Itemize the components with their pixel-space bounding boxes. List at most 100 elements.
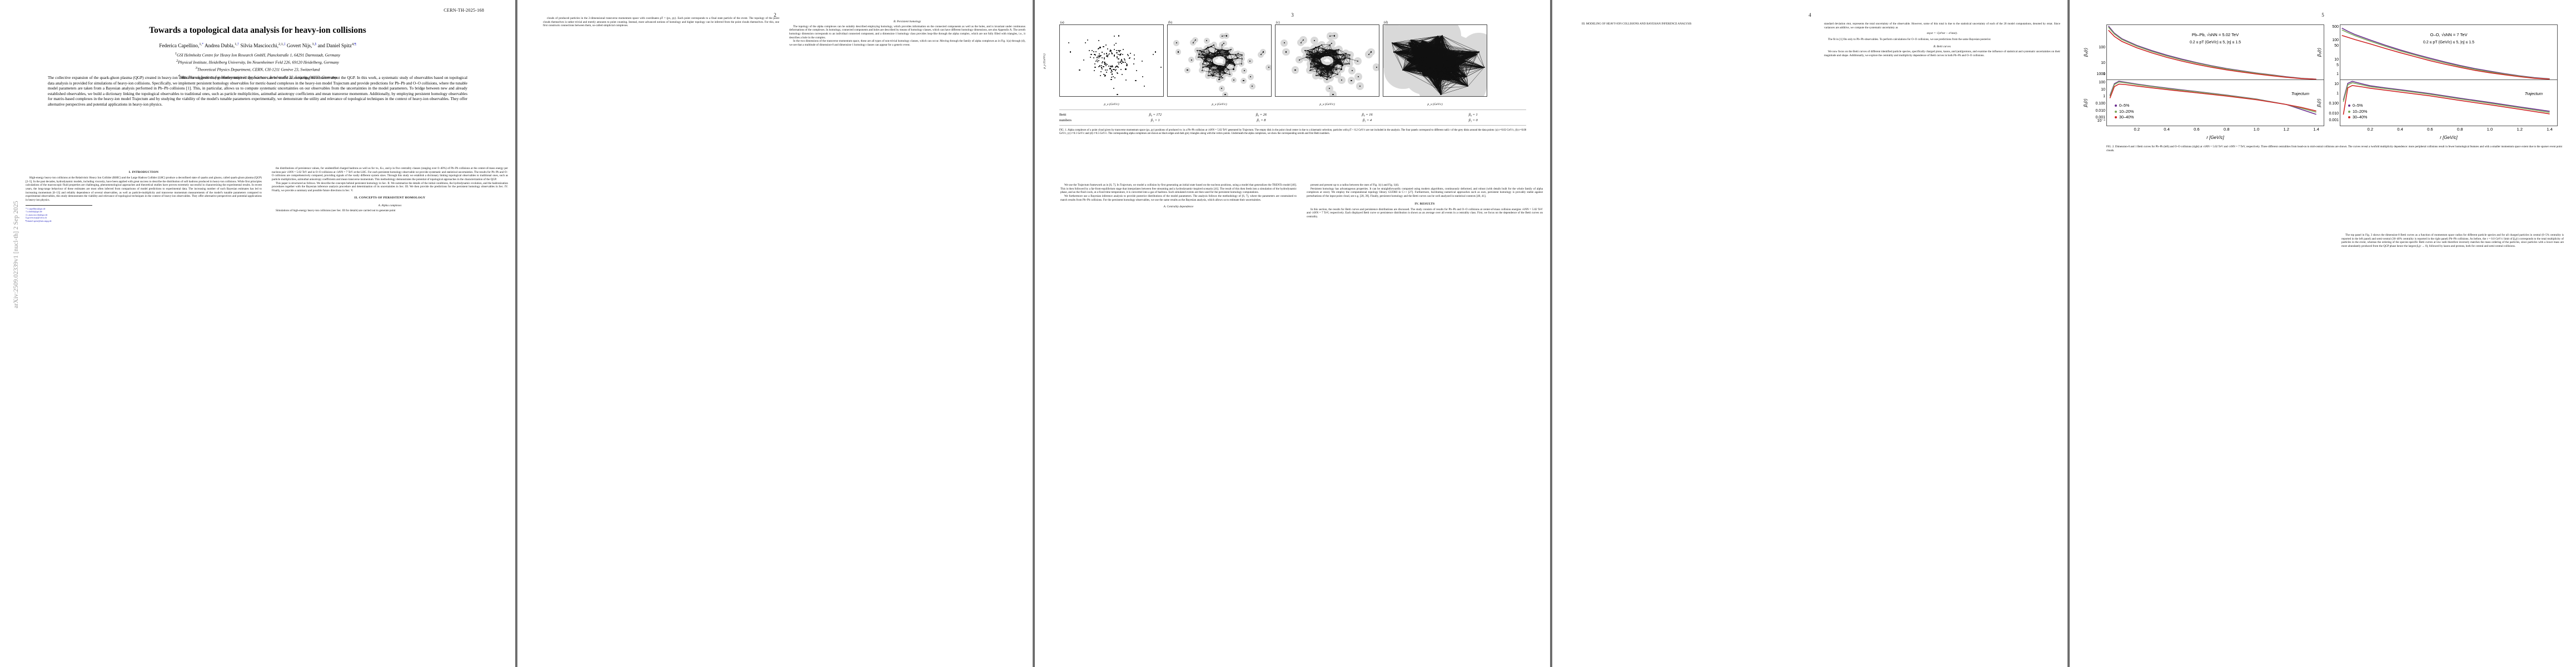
data-point xyxy=(1206,57,1208,59)
data-point xyxy=(1123,62,1124,63)
data-point xyxy=(1227,51,1228,53)
data-point xyxy=(1230,54,1232,56)
data-point xyxy=(1349,54,1351,56)
data-point xyxy=(1305,57,1307,58)
data-point xyxy=(1099,54,1100,57)
data-point xyxy=(1318,73,1320,75)
data-point xyxy=(1262,51,1264,53)
data-point xyxy=(1341,63,1343,65)
data-point xyxy=(1230,62,1232,63)
data-point xyxy=(1240,63,1242,64)
data-point xyxy=(1217,68,1219,69)
data-point xyxy=(1322,69,1324,71)
data-point xyxy=(1122,62,1124,63)
data-point xyxy=(1207,75,1209,77)
data-point xyxy=(1317,68,1318,69)
data-point xyxy=(1313,61,1314,62)
data-point xyxy=(1095,54,1097,56)
data-point xyxy=(1196,49,1198,51)
footnote-rule xyxy=(26,205,92,206)
affiliations: 1GSI Helmholtz Centre for Heavy Ion Rese… xyxy=(175,52,341,80)
data-point xyxy=(1222,77,1223,79)
data-point xyxy=(1227,50,1229,52)
data-point xyxy=(1125,68,1127,70)
data-point xyxy=(1202,63,1203,65)
data-point xyxy=(1213,63,1215,65)
paragraph: We now focus on the Betti curves of diff… xyxy=(1824,49,2060,57)
data-point xyxy=(1209,62,1210,64)
data-point xyxy=(1107,48,1108,49)
data-point xyxy=(1221,68,1223,70)
x-tick-label: 0.6 xyxy=(2427,127,2433,132)
data-point xyxy=(1221,88,1223,89)
data-point xyxy=(1312,59,1313,61)
data-point xyxy=(1227,61,1229,63)
data-point xyxy=(1225,67,1227,68)
data-point xyxy=(1325,68,1327,69)
data-point xyxy=(1116,52,1118,54)
data-point xyxy=(1095,61,1097,62)
data-point xyxy=(1113,54,1115,56)
y-tick-label: 10 xyxy=(2334,57,2339,62)
data-point xyxy=(1260,54,1262,56)
subsection-heading-betti-curves: B. Betti curves xyxy=(1933,45,1951,49)
data-point xyxy=(1103,46,1105,48)
data-point xyxy=(1106,56,1108,57)
data-point xyxy=(1190,59,1192,61)
chart-o-o-beta1-panel: Trajectum β₁(r) 0–5% 10–20% 30–40% 10 1 0.… xyxy=(2316,79,2558,132)
data-point xyxy=(1108,65,1110,67)
data-point xyxy=(1311,54,1312,56)
data-point xyxy=(1309,63,1311,65)
data-point xyxy=(1223,70,1224,72)
y-axis-label-beta1: β₁(r) xyxy=(2316,98,2322,107)
data-point xyxy=(1241,58,1243,59)
column-right-page5: The top panel in Fig. 3 shows the dimens… xyxy=(2341,233,2564,248)
data-point xyxy=(1099,75,1101,77)
figure-1-panel-c: (c) -101 p_x (GeV/c) xyxy=(1275,21,1379,106)
author-list: Federica Capellino,1,* Andrea Dubla,1,† … xyxy=(159,42,356,49)
data-point xyxy=(1105,64,1107,66)
data-point xyxy=(1219,69,1220,71)
data-point xyxy=(1333,49,1334,51)
x-axis-label: p_x (GeV/c) xyxy=(1212,103,1227,106)
scatter-axes-c: -101 xyxy=(1275,24,1379,97)
data-point xyxy=(1322,72,1323,73)
data-point xyxy=(1327,76,1328,78)
data-point xyxy=(1315,75,1317,77)
body-columns-page1: I. INTRODUCTION High-energy heavy-ion co… xyxy=(19,0,508,667)
footnote: § govert.nijs@cern.ch xyxy=(26,216,47,220)
data-point xyxy=(1112,73,1113,75)
data-point xyxy=(1102,46,1104,47)
data-point xyxy=(1105,52,1107,54)
data-point xyxy=(1116,65,1118,67)
body-columns-page2: clouds of produced particles in the 2-di… xyxy=(536,0,1025,667)
data-point xyxy=(1116,50,1118,52)
data-point xyxy=(1344,58,1346,59)
x-tick-label: 1.2 xyxy=(2517,127,2523,132)
data-point xyxy=(1121,60,1123,62)
data-point xyxy=(1103,57,1105,59)
data-point xyxy=(1093,51,1094,52)
panel-label: (c) xyxy=(1276,21,1280,24)
data-point xyxy=(1345,52,1347,54)
data-point xyxy=(1102,61,1104,63)
data-point xyxy=(1203,61,1205,62)
data-point xyxy=(1370,51,1372,53)
data-point xyxy=(1115,70,1117,72)
panel-label: (d) xyxy=(1384,21,1388,24)
data-point xyxy=(1110,49,1112,51)
data-point xyxy=(1111,69,1113,71)
data-point xyxy=(1224,73,1226,74)
alpha-disk xyxy=(1329,91,1337,96)
y-axis-label-beta0: β₀(r) xyxy=(2316,48,2322,57)
data-point xyxy=(1336,53,1338,54)
paragraph: standard deviation σtot, represents the … xyxy=(1824,22,2060,29)
data-point xyxy=(1338,49,1340,51)
data-point xyxy=(1322,54,1323,57)
data-point xyxy=(1110,66,1112,67)
alpha-disk xyxy=(1222,91,1228,96)
data-point xyxy=(1229,60,1231,62)
data-point xyxy=(1152,54,1154,56)
series-0–5% xyxy=(2108,26,2316,79)
data-point xyxy=(1327,52,1328,54)
